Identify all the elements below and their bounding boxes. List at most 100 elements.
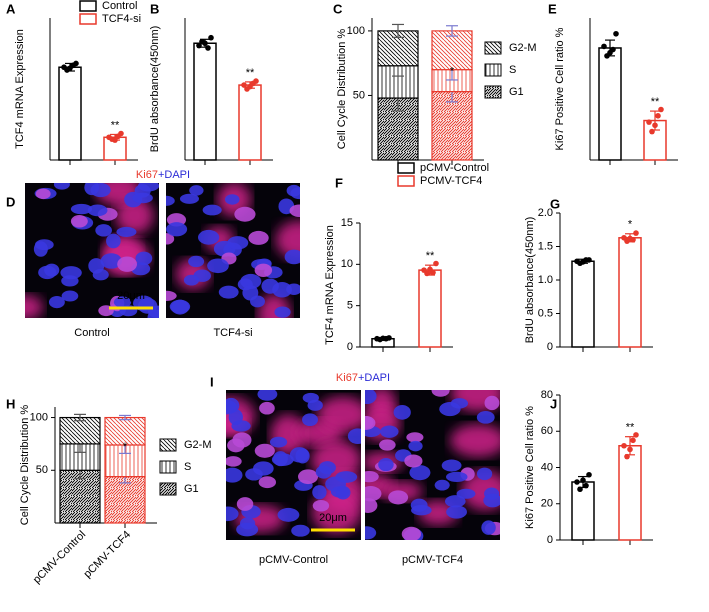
y-axis-label: BrdU absorbance(450nm) bbox=[524, 217, 536, 344]
micrograph bbox=[25, 183, 159, 318]
significance-label: ** bbox=[651, 96, 660, 108]
legend-label: S bbox=[184, 461, 191, 473]
data-point bbox=[652, 122, 658, 129]
bar-segment bbox=[59, 469, 101, 524]
legend-swatch bbox=[79, 13, 97, 25]
bar-segment bbox=[104, 476, 146, 524]
bar bbox=[571, 260, 595, 348]
significance-label: * bbox=[450, 66, 455, 78]
data-point bbox=[205, 45, 211, 51]
y-tick-label: 5 bbox=[347, 300, 353, 312]
scale-bar-label: 20μm bbox=[117, 290, 145, 302]
legend-swatch bbox=[397, 175, 415, 187]
bar-segment bbox=[431, 90, 473, 161]
data-point bbox=[655, 113, 661, 119]
significance-label: * bbox=[628, 219, 633, 231]
bar bbox=[571, 481, 595, 541]
data-point bbox=[112, 137, 118, 143]
data-point bbox=[67, 65, 73, 71]
significance-label: ** bbox=[111, 119, 120, 131]
data-point bbox=[624, 453, 630, 460]
image-label: pCMV-Control bbox=[259, 554, 328, 566]
y-tick-label: 15 bbox=[341, 217, 353, 229]
legend-label: pCMV-Control bbox=[420, 162, 489, 174]
legend-swatch bbox=[79, 0, 97, 12]
panel-letter: E bbox=[548, 1, 557, 16]
significance-label: ** bbox=[626, 422, 635, 434]
legend-label: G2-M bbox=[184, 439, 212, 451]
stain-rest: +DAPI bbox=[158, 169, 190, 181]
panel-letter: C bbox=[333, 1, 343, 16]
y-tick-label: 0.5 bbox=[538, 307, 553, 319]
y-tick-label: 1.0 bbox=[538, 274, 553, 286]
panel-letter: A bbox=[6, 1, 16, 16]
data-point bbox=[583, 482, 589, 489]
y-tick-label: 2.0 bbox=[538, 207, 553, 219]
stain-marker: Ki67 bbox=[336, 372, 358, 384]
bar-segment bbox=[431, 30, 473, 71]
legend-swatch bbox=[159, 460, 177, 474]
y-tick-label: 100 bbox=[347, 25, 365, 37]
y-axis-label: Cell Cycle Distribution % bbox=[19, 405, 31, 526]
y-tick-label: 20 bbox=[541, 498, 553, 510]
stain-marker: Ki67 bbox=[136, 169, 158, 181]
data-point bbox=[424, 270, 430, 277]
bar-segment bbox=[59, 416, 101, 445]
data-point bbox=[630, 437, 636, 444]
legend-swatch bbox=[397, 162, 415, 174]
bar bbox=[618, 445, 642, 541]
data-point bbox=[627, 446, 633, 453]
panel-letter: D bbox=[6, 194, 15, 209]
y-axis-label: Ki67 Positive Cell ratio % bbox=[554, 27, 566, 150]
data-point bbox=[208, 34, 214, 41]
y-tick-label: 40 bbox=[541, 461, 553, 473]
micrograph bbox=[166, 183, 300, 318]
legend-label: TCF4-si bbox=[102, 13, 141, 25]
stain-rest: +DAPI bbox=[358, 372, 390, 384]
data-point bbox=[633, 432, 639, 438]
data-point bbox=[196, 42, 202, 49]
error-bar bbox=[446, 25, 458, 37]
legend-swatch bbox=[484, 85, 502, 99]
panel-letter: G bbox=[550, 196, 560, 211]
y-axis-label: BrdU absorbance(450nm) bbox=[149, 26, 161, 153]
y-tick-label: 0 bbox=[347, 341, 353, 353]
panel-letter: I bbox=[210, 374, 214, 389]
bar bbox=[418, 269, 442, 348]
panel-letter: B bbox=[150, 1, 159, 16]
data-point bbox=[646, 119, 652, 125]
bar bbox=[598, 47, 622, 161]
micrograph bbox=[365, 390, 500, 540]
y-tick-label: 10 bbox=[341, 258, 353, 270]
data-point bbox=[633, 230, 639, 236]
data-point bbox=[427, 266, 433, 273]
legend-swatch bbox=[159, 438, 177, 452]
y-tick-label: 80 bbox=[541, 389, 553, 401]
y-axis-label: TCF4 mRNA Expression bbox=[324, 225, 336, 345]
data-point bbox=[607, 49, 613, 56]
data-point bbox=[247, 83, 253, 90]
legend-swatch bbox=[159, 482, 177, 496]
legend-label: S bbox=[509, 64, 516, 76]
y-tick-label: 50 bbox=[36, 464, 48, 476]
data-point bbox=[601, 43, 607, 50]
bar bbox=[58, 66, 82, 161]
y-axis-label: TCF4 mRNA Expression bbox=[14, 29, 26, 149]
data-point bbox=[574, 479, 580, 485]
micrograph bbox=[226, 390, 361, 540]
data-point bbox=[649, 128, 655, 135]
data-point bbox=[241, 82, 247, 88]
scale-bar-label: 20μm bbox=[319, 512, 347, 524]
data-point bbox=[627, 235, 633, 242]
bar bbox=[193, 42, 217, 161]
data-point bbox=[580, 477, 586, 483]
image-label: TCF4-si bbox=[213, 327, 252, 339]
legend-swatch bbox=[484, 41, 502, 55]
bar bbox=[238, 84, 262, 161]
image-label: pCMV-TCF4 bbox=[402, 554, 463, 566]
significance-label: ** bbox=[246, 67, 255, 79]
panel-letter: J bbox=[550, 396, 557, 411]
bar bbox=[618, 237, 642, 348]
image-label: Control bbox=[74, 327, 109, 339]
